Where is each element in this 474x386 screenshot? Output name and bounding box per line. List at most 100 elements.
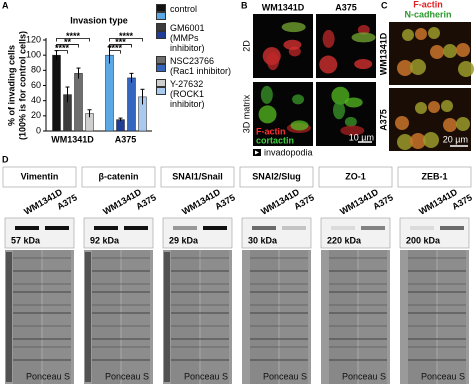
band [15,226,39,230]
legend-text: NSC23766 (Rac1 inhibitor) [170,56,232,76]
y-tick-label: 120 [26,34,41,44]
y-tick-label: 100 [26,50,41,60]
label: Ponceau S [26,371,70,381]
cell [344,116,357,127]
label: WM1341D [262,2,305,12]
band [124,226,148,230]
ladder [85,252,91,382]
label: SNAI2/Slug [252,171,301,181]
sig-bracket [109,44,132,48]
cell [290,120,309,131]
label: 30 kDa [248,235,278,245]
blot [83,217,154,249]
blot [241,217,312,249]
ponceau-lane [201,250,229,384]
cell [395,116,409,130]
header-box [239,166,314,188]
band [45,226,69,230]
cell [260,85,273,104]
band [203,226,227,230]
row-label: 3D matrix [241,94,251,133]
band [252,226,276,230]
cell [415,102,427,114]
cell [344,97,363,108]
legend-swatch [156,12,166,20]
band [440,226,464,230]
blot [320,217,391,249]
cell [410,59,426,75]
sig-label: ** [64,37,72,47]
row-label: 2D [241,40,251,52]
ladder [6,252,12,382]
cell [443,118,457,132]
cell [415,28,427,40]
legend-item: NSC23766 (Rac1 inhibitor) [156,56,240,76]
ponceau-lane [250,250,278,384]
sig-label: **** [55,43,70,53]
sig-label: *** [115,37,126,47]
bar [127,77,136,132]
legend-swatch [156,4,166,12]
band [282,226,306,230]
sig-label: **** [119,31,134,41]
legend-item: GM6001 (MMPs inhibitor) [156,23,240,53]
sig-bracket [56,44,79,48]
row-label: A375 [378,109,388,131]
header-box [397,166,472,188]
sig-bracket [56,50,68,54]
y-tick-label: 60 [31,80,41,90]
cell [351,32,376,43]
legend: control GM6001 (MMPs inhibitor) NSC23766 (… [156,4,240,112]
label: 200 kDa [406,235,441,245]
cell [443,44,457,58]
ponceau-lane [329,250,357,384]
ponceau-lane [43,250,71,384]
label: SNAI1/Snail [172,171,223,181]
label: Ponceau S [105,371,149,381]
ponceau-lane [92,250,120,384]
blot [162,217,233,249]
bar [74,73,83,132]
legend-swatch [156,79,166,87]
legend-text: GM6001 (MMPs inhibitor) [170,23,205,53]
legend-swatch [156,23,166,31]
label: Vimentin [21,171,59,181]
header-box [318,166,393,188]
sig-bracket [109,50,121,54]
ponceau-lane [122,250,150,384]
legend-text: Y-27632 (ROCK1 inhibitor) [170,79,205,109]
label: 10 µm [349,132,374,142]
cell [397,134,413,150]
bar [105,54,114,132]
y-tick-label: 40 [31,95,41,105]
label: Ponceau S [421,371,465,381]
band [361,226,385,230]
cell [340,125,365,136]
cell [281,22,306,33]
label: F-actin [413,0,443,9]
icon [255,150,259,155]
legend-swatch [156,64,166,72]
cell [456,117,470,131]
cell [397,60,413,76]
cell [292,94,305,105]
ponceau-lane [280,250,308,384]
y-label: % of invading cells [6,45,16,126]
label: 57 kDa [11,235,41,245]
y-tick-label: 20 [31,110,41,120]
header-box [160,166,235,188]
bar [116,119,125,132]
row-label: WM1341D [378,32,388,75]
x-tick-label: WM1341D [51,134,94,144]
y-tick-label: 80 [31,65,41,75]
x-tick-label: A375 [115,134,137,144]
cell [423,132,439,148]
label: β-catenin [99,171,139,181]
label: C [381,0,388,10]
label: Ponceau S [263,371,307,381]
ponceau-lane [171,250,199,384]
cell [456,43,470,57]
cell [430,45,444,59]
